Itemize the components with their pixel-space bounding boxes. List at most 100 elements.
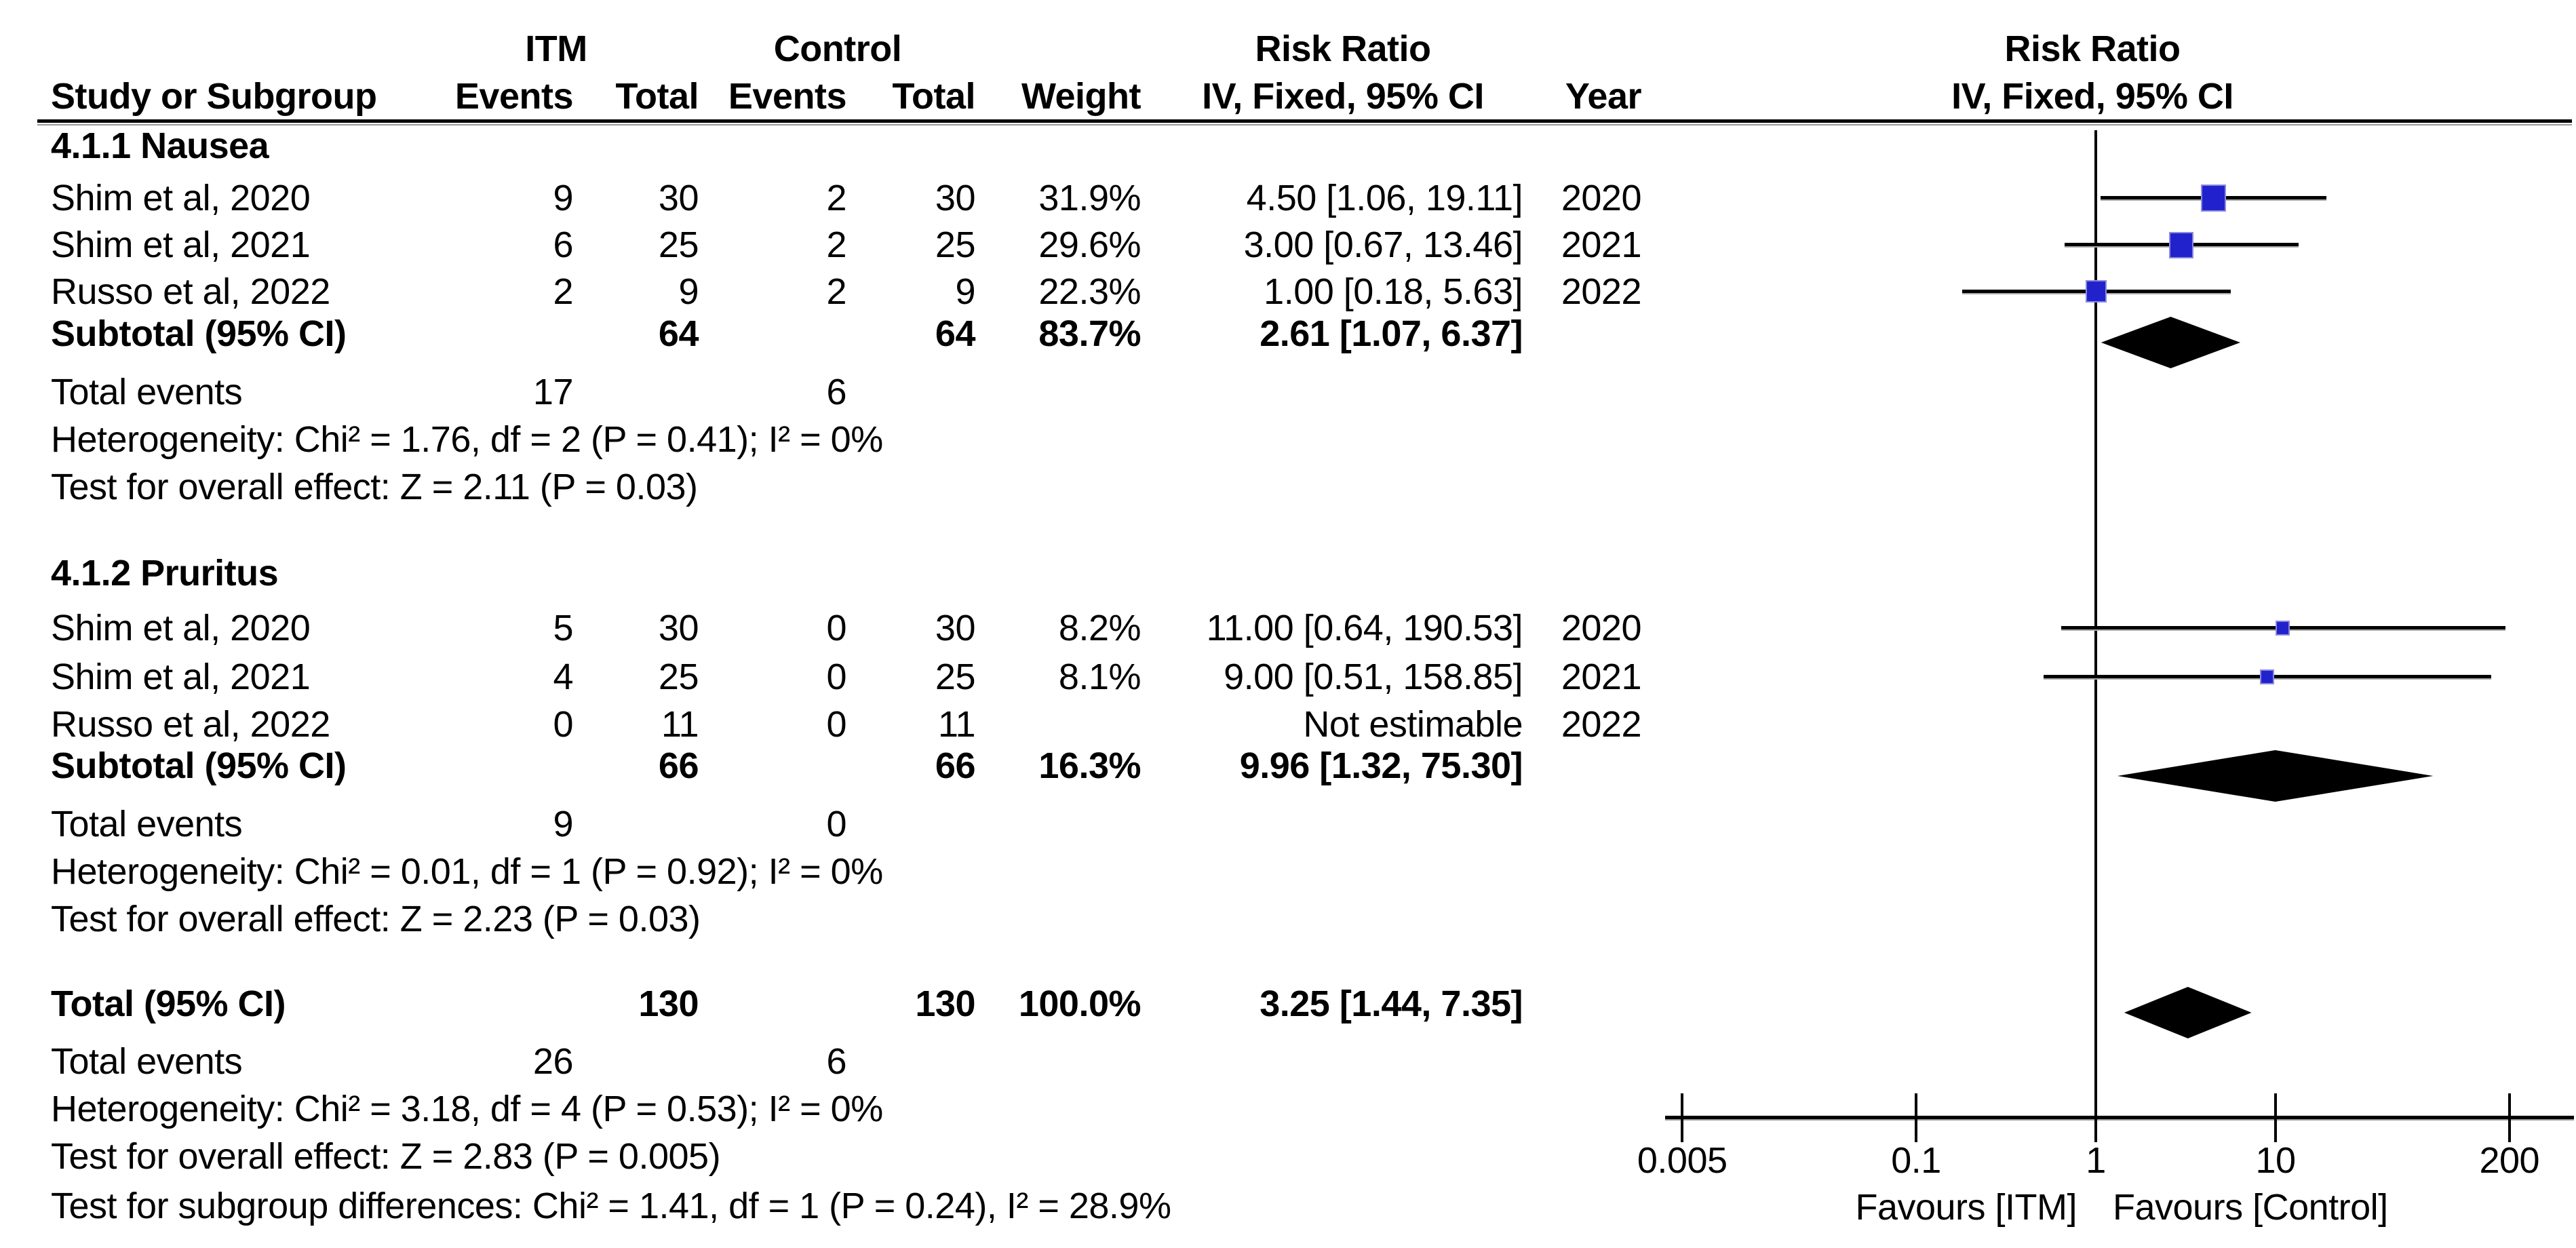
favours-right-label: Favours [Control] [2113,1187,2388,1228]
total-total-itm: 130 [638,983,699,1024]
total-events-itm: 26 [532,1041,574,1082]
total-label: Total (95% CI) [51,983,286,1024]
risk-ratio-ci: 9.00 [0.51, 158.85] [1224,657,1523,697]
total-row: Total (95% CI) 130 130 100.0% 3.25 [1.44… [0,980,2576,1028]
summary-diamond [2124,987,2252,1038]
total-itm: 9 [678,271,699,312]
events-ctl: 2 [826,225,846,265]
total-itm: 25 [658,657,699,697]
effect-size-square [2086,280,2107,303]
total-ctl: 9 [955,271,975,312]
study-name: Shim et al, 2020 [51,608,311,648]
overall-effect-line: Test for overall effect: Z = 2.83 (P = 0… [51,1136,721,1177]
axis-tick-label: 1 [2086,1140,2106,1181]
events-itm: 2 [553,271,573,312]
header-itm: ITM [525,28,587,69]
total-risk-ratio: 3.25 [1.44, 7.35] [1260,983,1523,1024]
study-name: Russo et al, 2022 [51,704,330,745]
events-ctl: 0 [826,657,846,697]
events-itm: 5 [553,608,573,648]
axis-tick-label: 10 [2255,1140,2296,1181]
total-events-itm: 9 [553,804,573,844]
year: 2022 [1561,704,1642,745]
risk-ratio-ci: 11.00 [0.64, 190.53] [1206,608,1523,648]
events-ctl: 2 [826,178,846,218]
header-column-row: Study or Subgroup Events Total Events To… [0,73,2576,120]
table-row: Shim et al, 2020 9 30 2 30 31.9% 4.50 [1… [0,174,2576,222]
null-effect-line [2094,130,2097,1118]
year: 2021 [1561,657,1642,697]
events-itm: 6 [553,225,573,265]
total-ctl: 30 [935,608,976,648]
subtotal-risk-ratio: 2.61 [1.07, 6.37] [1260,313,1523,354]
subtotal-total-ctl: 66 [935,745,976,786]
subtotal-row: Subtotal (95% CI) 66 66 16.3% 9.96 [1.32… [0,742,2576,789]
total-ctl: 11 [937,704,976,745]
overall-effect-line: Test for overall effect: Z = 2.11 (P = 0… [51,467,698,507]
total-ctl: 30 [935,178,976,218]
total-ctl: 25 [935,225,976,265]
total-events-row: Total events 26 6 [0,1038,2576,1085]
total-events-itm: 17 [532,372,574,412]
header-total-ctl: Total [892,76,976,117]
axis-tick [2507,1093,2511,1142]
overall-effect-line: Test for overall effect: Z = 2.23 (P = 0… [51,899,701,939]
study-name: Russo et al, 2022 [51,271,330,312]
header-rule-shadow [37,124,2572,125]
table-row: Russo et al, 2022 0 11 0 11 Not estimabl… [0,701,2576,748]
risk-ratio-ci: 1.00 [0.18, 5.63] [1264,271,1523,312]
total-events-row: Total events 17 6 [0,368,2576,416]
header-study: Study or Subgroup [51,76,377,117]
header-iv-plot: IV, Fixed, 95% CI [1951,76,2233,117]
year: 2021 [1561,225,1642,265]
axis-tick [1681,1093,1684,1142]
events-ctl: 0 [826,704,846,745]
axis-tick-label: 0.005 [1637,1140,1728,1181]
year: 2020 [1561,178,1642,218]
weight: 31.9% [1038,178,1141,218]
subtotal-weight: 16.3% [1038,745,1141,786]
weight: 8.2% [1058,608,1141,648]
header-events-ctl: Events [728,76,847,117]
total-events-label: Total events [51,1041,243,1082]
axis-tick [2094,1093,2097,1142]
weight: 29.6% [1038,225,1141,265]
study-name: Shim et al, 2021 [51,225,311,265]
header-events-itm: Events [454,76,574,117]
header-rule [37,119,2572,123]
effect-size-square [2276,621,2290,636]
subtotal-total-ctl: 64 [935,313,976,354]
weight: 22.3% [1038,271,1141,312]
total-ctl: 25 [935,657,976,697]
total-events-row: Total events 9 0 [0,800,2576,848]
header-group-row: ITM Control Risk Ratio Risk Ratio [0,25,2576,73]
weight: 8.1% [1058,657,1141,697]
favours-left-label: Favours [ITM] [1855,1187,2077,1228]
table-row: Shim et al, 2020 5 30 0 30 8.2% 11.00 [0… [0,604,2576,652]
total-events-label: Total events [51,372,243,412]
x-axis-line [1665,1116,2574,1120]
summary-diamond [2101,317,2241,368]
study-name: Shim et al, 2021 [51,657,311,697]
header-weight: Weight [1021,76,1141,117]
events-itm: 9 [553,178,573,218]
total-events-ctl: 6 [826,1041,846,1082]
header-risk-ratio-plot: Risk Ratio [2004,28,2181,69]
axis-tick-label: 200 [2479,1140,2540,1181]
study-name: Shim et al, 2020 [51,178,311,218]
total-events-ctl: 0 [826,804,846,844]
year: 2022 [1561,271,1642,312]
axis-tick [1915,1093,1917,1142]
risk-ratio-ci: 4.50 [1.06, 19.11] [1246,178,1523,218]
events-itm: 0 [553,704,573,745]
total-itm: 25 [658,225,699,265]
heterogeneity-line: Heterogeneity: Chi² = 1.76, df = 2 (P = … [51,419,883,460]
total-itm: 30 [658,608,699,648]
table-row: Shim et al, 2021 6 25 2 25 29.6% 3.00 [0… [0,221,2576,269]
risk-ratio-ci: Not estimable [1303,704,1523,745]
subtotal-label: Subtotal (95% CI) [51,313,347,354]
total-total-ctl: 130 [915,983,975,1024]
subgroup-label-nausea: 4.1.1 Nausea [51,125,269,166]
